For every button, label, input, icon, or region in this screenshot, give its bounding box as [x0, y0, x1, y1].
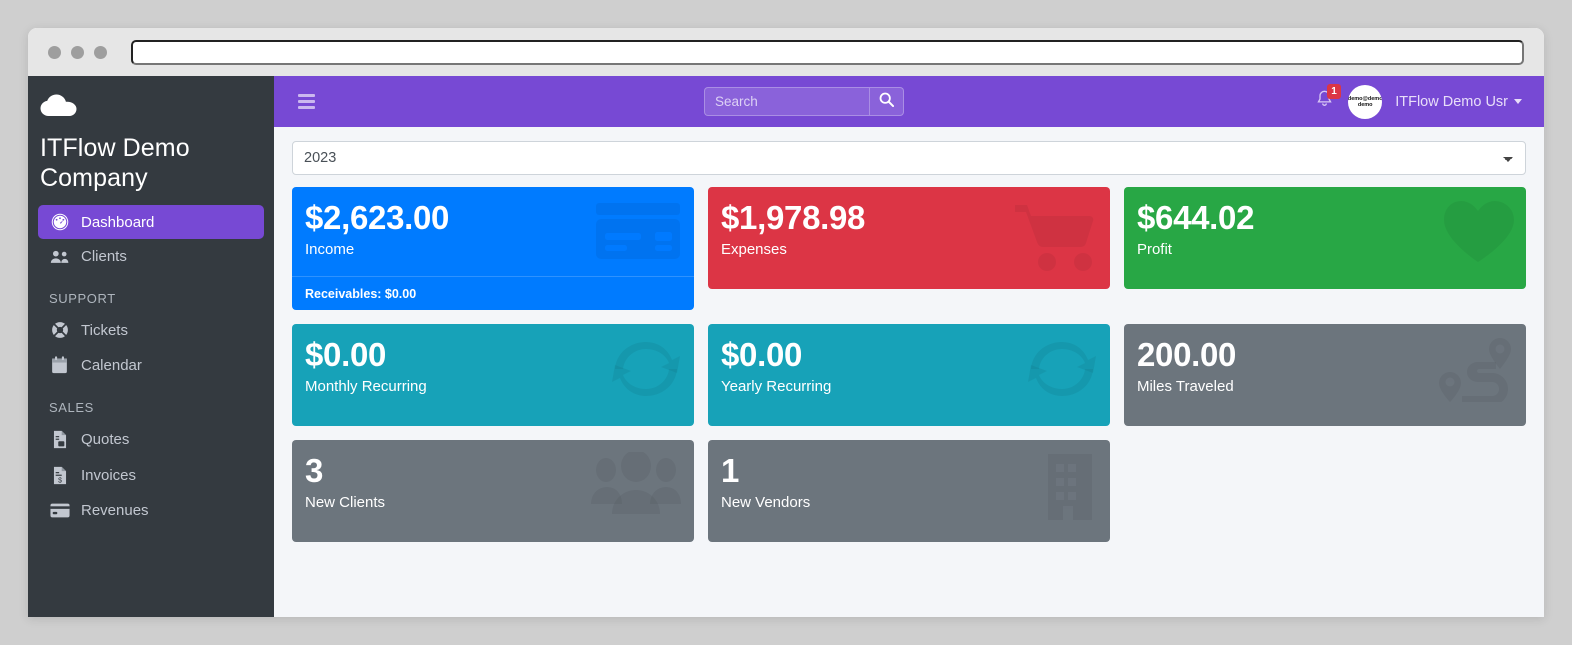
- user-menu-label: ITFlow Demo Usr: [1395, 93, 1508, 110]
- svg-text:$: $: [58, 477, 62, 484]
- avatar-line-2: demo: [1357, 101, 1373, 108]
- browser-window: ITFlow Demo Company Dashboard Clients SU…: [28, 28, 1544, 617]
- stat-card-new-vendors[interactable]: 1 New Vendors: [707, 440, 1110, 542]
- notifications-button[interactable]: 1: [1314, 84, 1341, 115]
- content-area: 1 demo@demo demo ITFlow Demo Usr 2023: [274, 76, 1544, 617]
- heart-icon: [1442, 199, 1514, 269]
- notification-badge: 1: [1327, 84, 1341, 99]
- stat-value: $644.02: [1136, 199, 1255, 236]
- stat-card-new-clients[interactable]: 3 New Clients: [292, 440, 694, 542]
- stat-value: 3: [305, 452, 324, 489]
- stat-card-monthly-recurring[interactable]: $0.00 Monthly Recurring: [292, 324, 694, 426]
- search-button[interactable]: [869, 87, 904, 116]
- close-dot[interactable]: [48, 45, 61, 59]
- sidebar-item-label: Dashboard: [81, 213, 155, 231]
- stat-label: New Clients: [305, 494, 386, 511]
- dashboard-icon: [49, 213, 70, 231]
- stat-card-col: $2,623.00 Income Receivables: $0.00: [285, 187, 701, 324]
- stat-card-col: 3 New Clients: [285, 440, 701, 556]
- lifering-icon: [49, 321, 70, 339]
- url-bar[interactable]: [131, 39, 1524, 65]
- sidebar-item-label: Tickets: [81, 321, 128, 339]
- avatar-line-1: demo@demo: [1348, 95, 1383, 102]
- browser-chrome: [28, 28, 1544, 76]
- stat-label: Expenses: [720, 241, 787, 258]
- window-controls: [42, 45, 107, 59]
- stat-label: Income: [305, 241, 355, 258]
- stat-card-miles-traveled[interactable]: 200.00 Miles Traveled: [1123, 324, 1526, 426]
- stat-value: 200.00: [1136, 336, 1237, 373]
- credit-card-icon: [594, 199, 682, 268]
- credit-card-icon: [49, 503, 70, 518]
- cloud-icon: [40, 94, 77, 123]
- search-icon: [879, 92, 895, 112]
- stat-footer: Receivables: $0.00: [292, 276, 694, 310]
- stat-card-col: 1 New Vendors: [701, 440, 1117, 556]
- stat-value: 1: [720, 452, 740, 489]
- stat-card-col: $1,978.98 Expenses: [701, 187, 1117, 324]
- sidebar-item-clients[interactable]: Clients: [38, 240, 264, 273]
- sync-icon: [610, 336, 682, 407]
- stat-label: Monthly Recurring: [305, 378, 427, 395]
- sidebar-item-calendar[interactable]: Calendar: [38, 348, 264, 382]
- sidebar: ITFlow Demo Company Dashboard Clients SU…: [28, 76, 274, 617]
- search-form: [704, 87, 904, 116]
- stat-label: New Vendors: [720, 494, 811, 511]
- sidebar-item-label: Invoices: [81, 467, 137, 484]
- sync-icon: [1026, 336, 1098, 407]
- brand[interactable]: ITFlow Demo Company: [28, 78, 274, 205]
- stat-value: $0.00: [305, 336, 387, 373]
- calendar-icon: [49, 356, 70, 374]
- stat-card-income[interactable]: $2,623.00 Income Receivables: $0.00: [292, 187, 694, 310]
- minimize-dot[interactable]: [71, 45, 84, 59]
- stat-value: $0.00: [720, 336, 803, 373]
- sidebar-item-label: Revenues: [81, 502, 149, 519]
- sidebar-item-revenues[interactable]: Revenues: [38, 494, 264, 527]
- sidebar-item-quotes[interactable]: Quotes: [38, 422, 264, 457]
- sidebar-item-label: Calendar: [81, 356, 142, 374]
- building-icon: [1042, 452, 1098, 527]
- app-shell: ITFlow Demo Company Dashboard Clients SU…: [28, 76, 1544, 617]
- sidebar-item-tickets[interactable]: Tickets: [38, 313, 264, 347]
- stat-card-col: $0.00 Monthly Recurring: [285, 324, 701, 440]
- stat-card-yearly-recurring[interactable]: $0.00 Yearly Recurring: [707, 324, 1110, 426]
- stat-card-col: $0.00 Yearly Recurring: [701, 324, 1117, 440]
- stat-card-expenses[interactable]: $1,978.98 Expenses: [707, 187, 1110, 289]
- sidebar-item-label: Clients: [81, 248, 127, 265]
- topbar-right: 1 demo@demo demo ITFlow Demo Usr: [1314, 84, 1528, 119]
- route-icon: [1436, 336, 1514, 407]
- user-menu[interactable]: ITFlow Demo Usr: [1395, 94, 1522, 110]
- stat-label: Yearly Recurring: [720, 378, 832, 395]
- stat-card-grid: $2,623.00 Income Receivables: $0.00: [285, 187, 1533, 556]
- sidebar-nav: Dashboard Clients SUPPORT Tickets: [28, 205, 274, 527]
- sidebar-item-label: Quotes: [81, 431, 130, 448]
- hamburger-icon[interactable]: [290, 88, 323, 115]
- stat-card-profit[interactable]: $644.02 Profit: [1123, 187, 1526, 289]
- maximize-dot[interactable]: [94, 45, 107, 59]
- stat-label: Miles Traveled: [1136, 378, 1234, 395]
- topbar: 1 demo@demo demo ITFlow Demo Usr: [274, 76, 1544, 127]
- users-icon: [49, 249, 70, 265]
- dashboard-main: 2023 $2,623.00 Income: [274, 127, 1544, 617]
- users-icon: [590, 450, 682, 523]
- sidebar-item-dashboard[interactable]: Dashboard: [38, 205, 264, 239]
- file-quote-icon: [49, 430, 70, 449]
- sidebar-item-invoices[interactable]: $ Invoices: [38, 458, 264, 493]
- brand-title: ITFlow Demo Company: [40, 134, 190, 192]
- year-select[interactable]: 2023: [292, 141, 1526, 175]
- avatar[interactable]: demo@demo demo: [1348, 84, 1383, 119]
- sidebar-group-header-sales: SALES: [49, 400, 94, 415]
- stat-card-col: $644.02 Profit: [1117, 187, 1533, 324]
- file-invoice-icon: $: [49, 466, 70, 485]
- sidebar-group-header-support: SUPPORT: [49, 291, 116, 306]
- stat-label: Profit: [1136, 241, 1172, 258]
- stat-value: $2,623.00: [305, 199, 450, 236]
- chevron-down-icon: [1514, 99, 1522, 104]
- shopping-cart-icon: [1013, 199, 1098, 280]
- stat-card-col: 200.00 Miles Traveled: [1117, 324, 1533, 440]
- search-input[interactable]: [704, 87, 869, 116]
- stat-value: $1,978.98: [720, 199, 866, 236]
